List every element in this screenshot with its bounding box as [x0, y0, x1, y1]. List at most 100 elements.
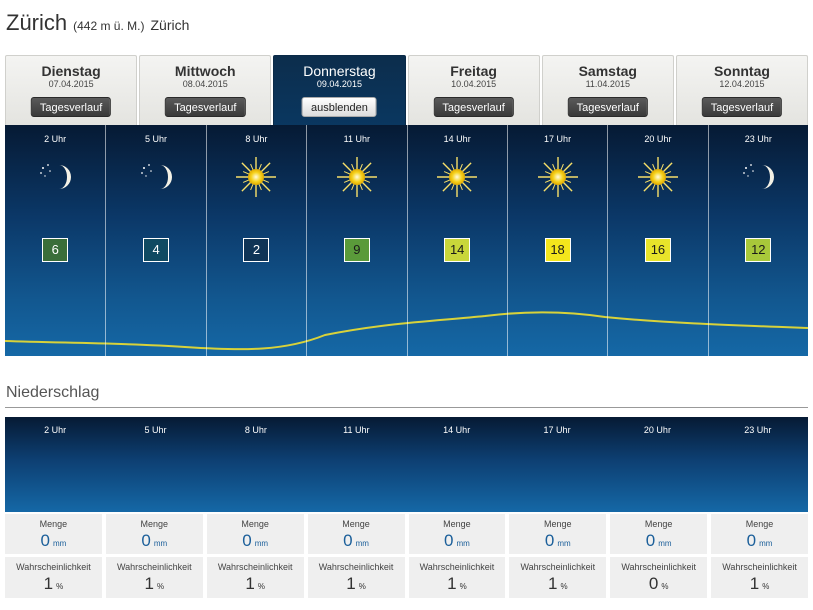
precipitation-hour-column: 2 Uhr	[5, 417, 105, 512]
hour-label: 23 Uhr	[744, 134, 772, 144]
hour-label: 14 Uhr	[443, 134, 471, 144]
amount-label: Menge	[39, 519, 68, 529]
day-tab[interactable]: Freitag 10.04.2015 Tagesverlauf	[407, 55, 540, 125]
precipitation-amount-cell: Menge 0 mm	[408, 514, 506, 554]
temperature-value: 4	[143, 238, 170, 262]
amount-value: 0	[141, 531, 151, 550]
amount-label: Menge	[544, 519, 572, 529]
amount-unit: mm	[254, 539, 269, 548]
probability-label: Wahrscheinlichkeit	[116, 562, 192, 572]
clear-night-moon-icon	[33, 157, 77, 197]
hour-label: 23 Uhr	[744, 425, 772, 435]
precipitation-probability-cell: Wahrscheinlichkeit 1%	[5, 557, 102, 598]
precipitation-amount-cell: Menge 0 mm	[610, 514, 708, 554]
clear-night-moon-icon	[736, 157, 780, 197]
hour-label: 2 Uhr	[44, 425, 67, 435]
day-name: Sonntag	[713, 63, 770, 79]
altitude-label: (442 m ü. M.)	[73, 19, 145, 33]
hour-label: 20 Uhr	[644, 134, 672, 144]
day-tab[interactable]: Mittwoch 08.04.2015 Tagesverlauf	[139, 55, 272, 125]
temperature-value: 16	[644, 238, 671, 262]
hour-label: 8 Uhr	[244, 425, 267, 435]
hour-label: 11 Uhr	[343, 134, 370, 144]
precipitation-probability-cell: Wahrscheinlichkeit 1%	[105, 557, 203, 598]
probability-unit: %	[56, 582, 64, 591]
precipitation-probability-row: Wahrscheinlichkeit 1% Wahrscheinlichkeit 1%…	[5, 557, 808, 598]
precipitation-amount-cell: Menge 0 mm	[5, 514, 102, 554]
probability-label: Wahrscheinlichkeit	[318, 562, 394, 572]
amount-value: 0	[242, 531, 252, 550]
probability-value: 0	[648, 574, 659, 593]
hour-label: 17 Uhr	[544, 134, 572, 144]
amount-unit: mm	[759, 539, 773, 548]
precipitation-probability-cell: Wahrscheinlichkeit 1%	[206, 557, 304, 598]
day-details-button[interactable]: Tagesverlauf	[701, 97, 783, 117]
sun-icon	[536, 157, 580, 197]
hour-label: 5 Uhr	[145, 134, 168, 144]
hour-column: 5 Uhr 4	[105, 125, 205, 356]
hide-button[interactable]: ausblenden	[301, 97, 377, 117]
precipitation-probability-cell: Wahrscheinlichkeit 0%	[610, 557, 708, 598]
hour-label: 8 Uhr	[245, 134, 268, 144]
day-date: 07.04.2015	[48, 79, 94, 89]
temperature-value: 14	[444, 238, 471, 262]
probability-label: Wahrscheinlichkeit	[621, 562, 697, 572]
temperature-curve	[5, 311, 808, 351]
hour-column: 8 Uhr 2	[205, 125, 306, 356]
hour-column: 20 Uhr 16	[607, 125, 707, 356]
precipitation-probability-cell: Wahrscheinlichkeit 1%	[509, 557, 607, 598]
day-details-button[interactable]: Tagesverlauf	[567, 97, 648, 117]
temperature-value: 6	[42, 238, 69, 262]
temperature-value: 2	[243, 238, 270, 262]
amount-value: 0	[444, 531, 454, 550]
hour-column: 11 Uhr 9	[306, 125, 406, 356]
day-details-button[interactable]: Tagesverlauf	[30, 97, 112, 117]
amount-label: Menge	[342, 519, 370, 529]
precipitation-hour-column: 20 Uhr	[607, 417, 707, 512]
probability-value: 1	[548, 574, 558, 593]
precipitation-amount-cell: Menge 0 mm	[307, 514, 405, 554]
amount-label: Menge	[644, 519, 673, 529]
day-name: Samstag	[578, 63, 637, 79]
amount-unit: mm	[557, 539, 571, 548]
probability-value: 1	[245, 574, 255, 593]
precipitation-probability-cell: Wahrscheinlichkeit 1%	[711, 557, 808, 598]
hour-column: 23 Uhr 12	[707, 125, 808, 356]
day-date: 08.04.2015	[182, 79, 228, 89]
day-date: 12.04.2015	[719, 79, 765, 89]
probability-unit: %	[156, 582, 165, 591]
temperature-panel: 2 Uhr 6 5 Uhr 4 8 Uhr 2 11 Uhr 9 14 Uhr 14 17 Uhr 1…	[5, 125, 808, 356]
day-tab[interactable]: Samstag 11.04.2015 Tagesverlauf	[541, 55, 674, 125]
precipitation-divider	[5, 407, 808, 408]
probability-value: 1	[43, 574, 54, 593]
sun-icon	[335, 157, 379, 197]
hour-column: 2 Uhr 6	[5, 125, 105, 356]
amount-unit: mm	[355, 539, 369, 548]
day-details-button[interactable]: Tagesverlauf	[165, 97, 246, 117]
day-tab[interactable]: Sonntag 12.04.2015 Tagesverlauf	[675, 55, 809, 125]
temperature-value: 9	[343, 238, 370, 262]
sun-icon	[234, 157, 278, 197]
amount-value: 0	[343, 531, 353, 550]
probability-unit: %	[661, 582, 669, 591]
precipitation-title: Niederschlag	[6, 384, 100, 401]
day-tab[interactable]: Donnerstag 09.04.2015 ausblenden	[273, 55, 406, 125]
precipitation-panel: 2 Uhr 5 Uhr 8 Uhr 11 Uhr 14 Uhr 17 Uhr 20 Uhr 2…	[5, 417, 808, 512]
precipitation-amount-cell: Menge 0 mm	[711, 514, 808, 554]
page-title: Zürich (442 m ü. M.) Zürich	[6, 10, 189, 40]
probability-unit: %	[358, 582, 366, 591]
city-name: Zürich	[6, 10, 68, 35]
day-details-button[interactable]: Tagesverlauf	[433, 97, 514, 117]
amount-unit: mm	[456, 539, 470, 548]
day-date: 11.04.2015	[585, 79, 630, 89]
temperature-value: 12	[745, 238, 772, 262]
precipitation-amount-cell: Menge 0 mm	[509, 514, 607, 554]
day-name: Donnerstag	[303, 63, 376, 79]
day-date: 09.04.2015	[316, 79, 362, 89]
day-tab[interactable]: Dienstag 07.04.2015 Tagesverlauf	[5, 55, 138, 125]
day-name: Freitag	[450, 63, 497, 79]
region-name: Zürich	[150, 17, 190, 33]
probability-value: 1	[346, 574, 356, 593]
amount-unit: mm	[658, 539, 672, 548]
precipitation-amount-cell: Menge 0 mm	[206, 514, 304, 554]
